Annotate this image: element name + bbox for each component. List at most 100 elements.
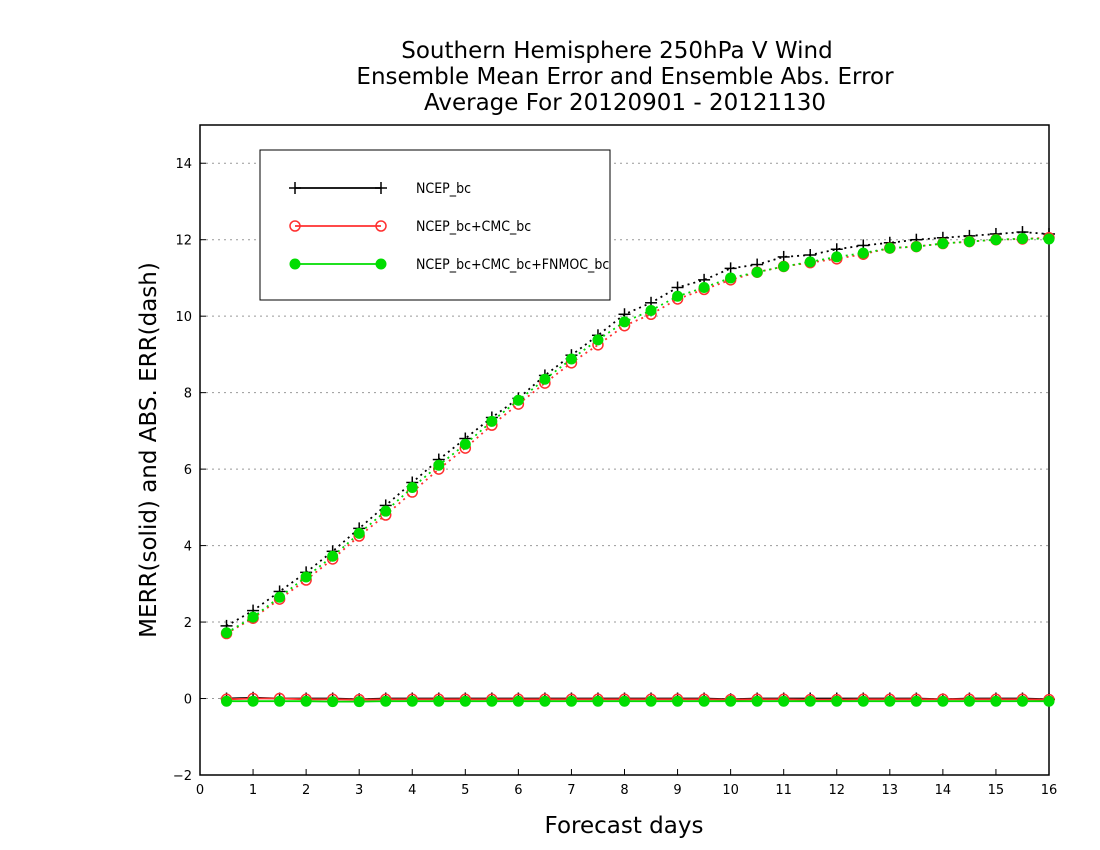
- mean-err-point: [247, 695, 259, 707]
- chart-title: Southern Hemisphere 250hPa V Wind Ensemb…: [356, 38, 894, 116]
- legend-swatch-marker: [289, 258, 301, 270]
- chart-title-line-3: Average For 20120901 - 20121130: [424, 90, 826, 116]
- abs-err-point: [592, 334, 604, 346]
- mean-err-point: [459, 695, 471, 707]
- mean-err-point: [857, 695, 869, 707]
- legend-swatch-marker: [289, 220, 301, 232]
- mean-err-point: [539, 695, 551, 707]
- abs-err-point: [1043, 233, 1055, 245]
- legend-entry-0: NCEP_bc: [289, 181, 471, 197]
- x-tick-label: 8: [620, 783, 628, 798]
- abs-err-point: [247, 611, 259, 623]
- legend-swatch-marker: [375, 258, 387, 270]
- abs-err-point: [910, 241, 922, 253]
- mean-err-point: [565, 695, 577, 707]
- abs-err-point: [1016, 233, 1028, 245]
- mean-err-point: [327, 696, 339, 708]
- y-axis-label: MERR(solid) and ABS. ERR(dash): [136, 262, 162, 638]
- mean-err-point: [804, 695, 816, 707]
- y-tick-label: −2: [173, 769, 192, 784]
- abs-err-point: [778, 260, 790, 272]
- x-tick-label: 13: [882, 783, 899, 798]
- abs-err-point: [724, 262, 737, 275]
- mean-err-point: [486, 695, 498, 707]
- x-tick-label: 16: [1041, 783, 1058, 798]
- mean-err-point: [698, 695, 710, 707]
- legend-entry-1: NCEP_bc+CMC_bc: [289, 219, 531, 235]
- legend-swatch-marker: [375, 182, 387, 194]
- x-tick-label: 10: [722, 783, 739, 798]
- abs-err-point: [751, 266, 763, 278]
- mean-err-point: [831, 695, 843, 707]
- abs-err-point: [884, 242, 896, 254]
- abs-err-point: [672, 290, 684, 302]
- mean-err-point: [300, 695, 312, 707]
- x-tick-label: 7: [567, 783, 575, 798]
- abs-err-point: [486, 415, 498, 427]
- abs-err-point: [857, 247, 869, 259]
- abs-err-point: [565, 353, 577, 365]
- abs-err-point: [459, 438, 471, 450]
- legend-label: NCEP_bc+CMC_bc+FNMOC_bc: [416, 257, 609, 273]
- mean-err-point: [963, 695, 975, 707]
- mean-err-point: [1016, 695, 1028, 707]
- abs-err-point: [300, 571, 312, 583]
- mean-err-point: [937, 695, 949, 707]
- series-2: [221, 233, 1055, 708]
- mean-err-point: [274, 695, 286, 707]
- abs-err-point: [963, 236, 975, 248]
- chart-title-line-2: Ensemble Mean Error and Ensemble Abs. Er…: [356, 64, 894, 90]
- x-axis-label: Forecast days: [545, 813, 704, 839]
- mean-err-point: [221, 695, 233, 707]
- abs-err-point: [937, 238, 949, 250]
- abs-err-point: [990, 234, 1002, 246]
- mean-err-point: [990, 695, 1002, 707]
- x-tick-label: 0: [196, 783, 204, 798]
- abs-err-point: [539, 373, 551, 385]
- mean-err-point: [592, 695, 604, 707]
- x-tick-label: 3: [355, 783, 363, 798]
- abs-err-point: [831, 251, 843, 263]
- mean-err-point: [433, 695, 445, 707]
- abs-err-point: [433, 459, 445, 471]
- y-tick-label: 10: [175, 310, 192, 325]
- mean-err-point: [884, 695, 896, 707]
- legend-swatch-marker: [375, 220, 387, 232]
- abs-err-point: [327, 550, 339, 562]
- abs-err-point: [512, 394, 524, 406]
- y-tick-label: 8: [184, 387, 192, 402]
- y-tick-label: 2: [184, 616, 192, 631]
- series-layer: [220, 226, 1055, 708]
- mean-err-point: [910, 695, 922, 707]
- y-tick-label: 4: [184, 540, 192, 555]
- mean-err-point: [725, 695, 737, 707]
- legend-swatch-marker: [289, 182, 301, 194]
- legend: NCEP_bc NCEP_bc+CMC_bc NCEP_bc+CMC_bc+FNMO…: [259, 149, 611, 301]
- abs-err-point: [353, 527, 365, 539]
- x-tick-label: 15: [988, 783, 1005, 798]
- x-tick-label: 2: [302, 783, 310, 798]
- abs-err-point: [725, 272, 737, 284]
- y-tick-label: 12: [175, 234, 192, 249]
- mean-err-point: [353, 696, 365, 708]
- x-tick-label: 9: [673, 783, 681, 798]
- mean-err-point: [512, 695, 524, 707]
- mean-err-point: [406, 695, 418, 707]
- x-tick-label: 11: [775, 783, 792, 798]
- abs-err-point: [619, 316, 630, 328]
- y-tick-label: 14: [175, 157, 192, 172]
- abs-err-point: [698, 282, 710, 293]
- chart-title-line-1: Southern Hemisphere 250hPa V Wind: [401, 38, 832, 64]
- y-tick-label: 0: [184, 693, 192, 708]
- x-tick-label: 6: [514, 783, 522, 798]
- x-tick-label: 4: [408, 783, 416, 798]
- mean-err-point: [751, 695, 763, 707]
- legend-label: NCEP_bc+CMC_bc: [416, 219, 531, 235]
- x-tick-label: 1: [249, 783, 257, 798]
- x-tick-label: 14: [935, 783, 952, 798]
- mean-err-point: [672, 695, 684, 707]
- mean-err-line: [226, 697, 1050, 701]
- mean-err-point: [380, 695, 392, 707]
- legend-entry-2: NCEP_bc+CMC_bc+FNMOC_bc: [289, 257, 609, 273]
- x-axis: 0 1 2 3 4 5 6 7 8 9 10 11 12 13 14 15 16: [196, 769, 1057, 798]
